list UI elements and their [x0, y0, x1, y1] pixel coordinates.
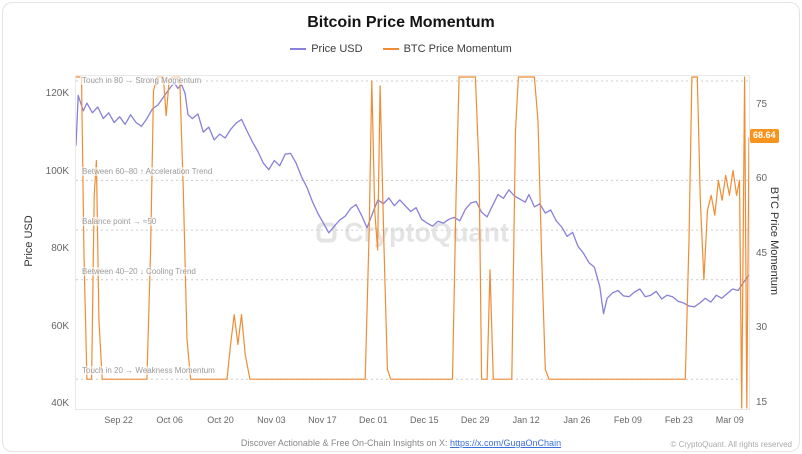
left-axis-tick-120K: 120K [45, 88, 69, 100]
x-axis-tick-nov-17: Nov 17 [308, 415, 337, 425]
left-axis-tick-60K: 60K [51, 320, 69, 332]
x-axis-tick-dec-01: Dec 01 [359, 415, 388, 425]
right-axis-tick-30: 30 [756, 322, 768, 334]
annotation-label-50: Balance point → ≈50 [80, 217, 159, 227]
left-axis-title: Price USD [23, 215, 35, 267]
momentum-value-badge: 68.64 [750, 129, 779, 144]
x-axis-tick-feb-23: Feb 23 [664, 415, 693, 425]
x-axis-tick-sep-22: Sep 22 [104, 415, 133, 425]
btc-momentum-line [76, 76, 749, 409]
left-axis-tick-100K: 100K [45, 165, 69, 177]
right-axis-tick-15: 15 [756, 397, 768, 409]
chart-title: Bitcoin Price Momentum [307, 14, 495, 31]
chart-canvas [76, 76, 749, 409]
x-axis-tick-oct-06: Oct 06 [156, 415, 183, 425]
plot-area[interactable]: CryptoQuant [75, 75, 750, 410]
right-axis-tick-75: 75 [756, 98, 768, 110]
annotation-label-60: Between 60–80 ↑ Acceleration Trend [80, 167, 215, 177]
footer-text: Discover Actionable & Free On-Chain Insi… [0, 438, 802, 448]
x-axis-tick-dec-15: Dec 15 [409, 415, 439, 425]
legend-label-price-usd: Price USD [311, 43, 363, 55]
x-axis-tick-nov-03: Nov 03 [257, 415, 286, 425]
copyright-notice: © CryptoQuant. All rights reserved [670, 440, 793, 449]
momentum-line-swatch-icon [382, 48, 399, 50]
x-axis-tick-oct-20: Oct 20 [207, 415, 234, 425]
left-axis-tick-40K: 40K [51, 398, 69, 410]
left-axis-tick-80K: 80K [51, 243, 69, 255]
x-axis-tick-jan-12: Jan 12 [512, 415, 540, 425]
price-usd-line [76, 81, 749, 315]
cryptoquant-logo-icon [316, 222, 336, 243]
x-axis-tick-jan-26: Jan 26 [563, 415, 591, 425]
annotation-label-20: Touch in 20 → Weakness Momentum [80, 366, 217, 376]
legend-label-btc-momentum: BTC Price Momentum [403, 43, 512, 55]
right-axis-title: BTC Price Momentum [768, 186, 780, 296]
right-axis-tick-45: 45 [756, 247, 768, 259]
right-axis-tick-60: 60 [756, 173, 768, 185]
legend: Price USD BTC Price Momentum [0, 43, 802, 55]
footer-promo-text: Discover Actionable & Free On-Chain Insi… [240, 438, 451, 448]
x-axis-tick-feb-09: Feb 09 [613, 415, 642, 425]
annotation-label-80: Touch in 80 → Strong Momentum [80, 76, 204, 85]
legend-item-btc-momentum[interactable]: BTC Price Momentum [382, 43, 512, 55]
x-axis-tick-dec-29: Dec 29 [460, 415, 490, 425]
x-axis-tick-mar-09: Mar 09 [715, 415, 744, 425]
annotation-label-40: Between 40–20 ↓ Cooling Trend [80, 266, 198, 276]
price-line-swatch-icon [290, 48, 307, 50]
footer-x-link[interactable]: https://x.com/GugaOnChain [450, 438, 562, 448]
legend-item-price-usd[interactable]: Price USD [290, 43, 363, 55]
